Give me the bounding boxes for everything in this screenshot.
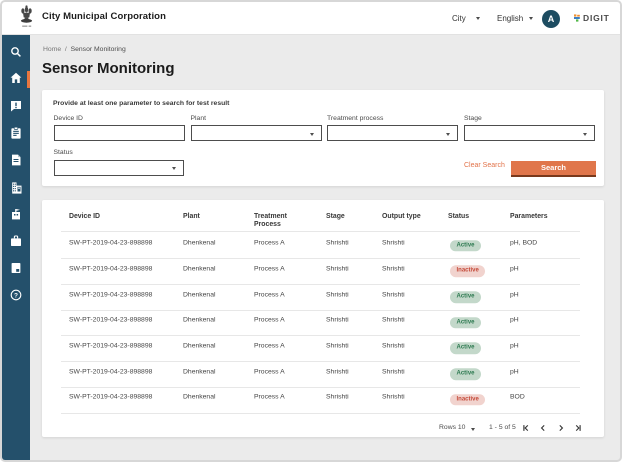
svg-text:?: ? bbox=[14, 292, 18, 299]
